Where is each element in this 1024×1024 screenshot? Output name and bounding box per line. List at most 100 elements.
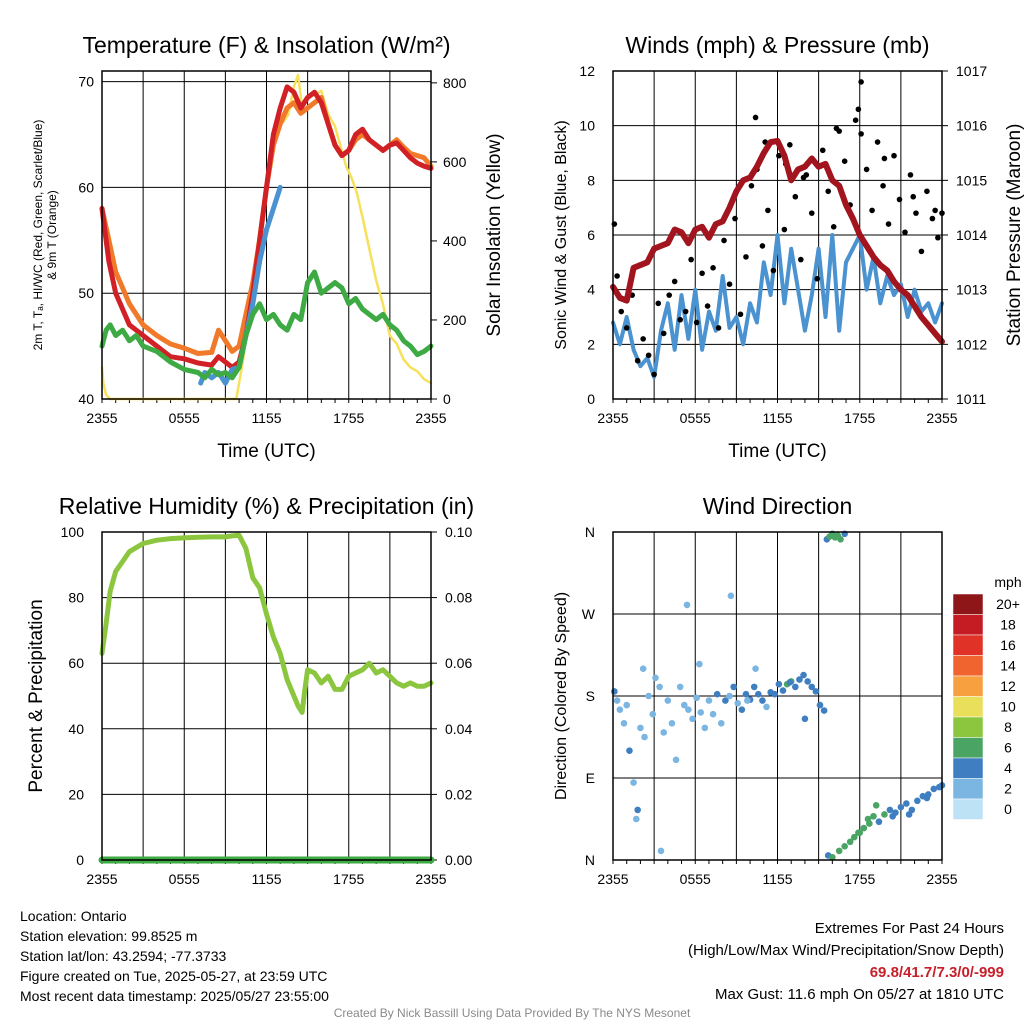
direction-point xyxy=(864,815,872,823)
x-tick-label: 2355 xyxy=(415,871,446,887)
gust-point xyxy=(660,330,667,337)
x-tick-label: 0555 xyxy=(680,410,711,426)
gust-point xyxy=(759,243,766,249)
gust-point xyxy=(935,234,941,241)
gust-point xyxy=(743,254,749,260)
y-tick-label: 100 xyxy=(61,524,85,540)
y-tick-label: 0 xyxy=(76,852,84,868)
legend-swatch xyxy=(952,675,984,697)
gust-point xyxy=(640,336,646,342)
x-tick-label: 0555 xyxy=(169,871,200,887)
y2-tick-label: 1011 xyxy=(956,391,986,407)
x-tick-label: 2355 xyxy=(926,410,957,426)
direction-point xyxy=(680,701,688,709)
plot-border xyxy=(612,70,943,400)
latlon-text: Station lat/lon: 43.2594; -77.3733 xyxy=(20,948,227,964)
y-axis-label: 2m T, Tₐ, HI/WC (Red, Green, Scarlet/Blu… xyxy=(31,120,45,351)
direction-point xyxy=(738,706,746,713)
gust-point xyxy=(651,371,657,378)
direction-point xyxy=(734,699,742,707)
direction-point xyxy=(727,592,735,600)
x-tick-label: 1155 xyxy=(251,410,281,426)
y2-tick-label: 600 xyxy=(443,154,467,170)
direction-point xyxy=(697,709,705,716)
direction-point xyxy=(668,720,676,727)
y-tick-label: 60 xyxy=(68,655,84,671)
direction-point xyxy=(816,701,824,709)
direction-point xyxy=(713,690,721,698)
gust-point xyxy=(825,188,832,195)
y-tick-label: E xyxy=(586,770,595,786)
chart-temp: 2355 0555 1155 1755 2355 Temperature (F) & In… xyxy=(31,32,505,462)
y2-tick-label: 1015 xyxy=(956,172,987,188)
gust-point xyxy=(833,125,840,132)
y-tick-label: 50 xyxy=(78,285,94,301)
location-text: Location: Ontario xyxy=(20,908,127,924)
direction-point xyxy=(860,824,868,832)
y-tick-label: 40 xyxy=(68,721,84,737)
y-tick-label: 0 xyxy=(587,391,595,407)
y2-tick-label: 0.08 xyxy=(445,590,472,606)
direction-point xyxy=(630,779,637,786)
direction-point xyxy=(726,692,733,700)
elevation-text: Station elevation: 99.8525 m xyxy=(20,928,198,944)
legend-swatch xyxy=(952,593,984,615)
chart-wdir: 2355 0555 1155 1755 2355 Wind Direction N E S W N D… xyxy=(553,493,1022,887)
direction-point xyxy=(693,694,700,702)
direction-point xyxy=(676,683,684,691)
x-tick-label: 2355 xyxy=(597,410,628,426)
direction-point xyxy=(641,733,648,741)
gust-point xyxy=(792,193,799,200)
extremes-subtitle: (High/Low/Max Wind/Precipitation/Snow De… xyxy=(688,942,1004,959)
extremes-info: Extremes For Past 24 Hours (High/Low/Max… xyxy=(688,918,1004,1006)
x-tick-label: 2355 xyxy=(86,410,117,426)
direction-point xyxy=(763,703,770,711)
y2-tick-label: 0.00 xyxy=(445,852,472,868)
direction-point xyxy=(639,665,647,672)
direction-point xyxy=(779,687,787,694)
gust-point xyxy=(814,275,821,282)
temp-series-line-4 xyxy=(99,269,434,381)
created-text: Figure created on Tue, 2025-05-27, at 23… xyxy=(20,968,328,984)
direction-point xyxy=(613,697,621,704)
direction-point xyxy=(752,665,759,672)
direction-point xyxy=(875,818,883,826)
direction-point xyxy=(786,679,794,686)
y2-tick-label: 0.06 xyxy=(445,655,472,671)
direction-point xyxy=(611,688,618,695)
direction-point xyxy=(846,838,854,846)
gust-point xyxy=(924,188,930,195)
direction-point xyxy=(685,706,692,713)
direction-point xyxy=(616,706,624,713)
temp-series-line-2 xyxy=(99,84,434,370)
direction-point xyxy=(850,833,858,841)
gust-point xyxy=(852,117,859,123)
recent-data-text: Most recent data timestamp: 2025/05/27 2… xyxy=(20,988,329,1004)
gust-point xyxy=(699,270,705,277)
direction-point xyxy=(829,853,836,861)
legend-swatch xyxy=(952,634,984,656)
y-tick-label: 2 xyxy=(587,336,595,352)
y2-tick-label: 1016 xyxy=(956,118,987,134)
y2-tick-label: 0.02 xyxy=(445,786,472,802)
chart-rh: 2355 0555 1155 1755 2355 Relative Humidity (%… xyxy=(26,493,474,887)
extremes-title: Extremes For Past 24 Hours xyxy=(814,920,1004,937)
y2-tick-label: 1014 xyxy=(956,227,987,243)
y-tick-label: 6 xyxy=(587,227,595,243)
direction-point xyxy=(657,847,665,855)
direction-point xyxy=(881,811,888,818)
direction-point xyxy=(872,802,880,809)
direction-point xyxy=(652,674,659,682)
gust-point xyxy=(929,215,936,222)
legend-swatch xyxy=(952,614,984,636)
legend-label: 20+ xyxy=(996,596,1020,612)
direction-point xyxy=(656,683,663,691)
legend-swatch xyxy=(952,655,984,677)
direction-point xyxy=(660,729,668,736)
gust-point xyxy=(885,221,892,227)
gust-point xyxy=(880,183,886,189)
gust-point xyxy=(655,300,662,307)
direction-point xyxy=(759,697,766,704)
direction-point xyxy=(796,676,803,683)
